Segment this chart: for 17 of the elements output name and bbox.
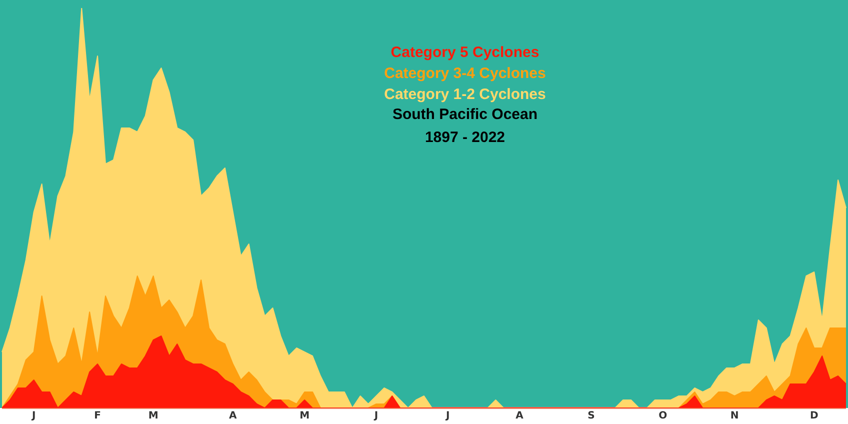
x-tick-label: J [30,410,36,422]
x-tick-label: F [94,410,101,422]
x-tick-label: J [445,410,450,422]
text: Category 3-4 Cyclones [383,64,547,84]
x-tick-label: D [810,410,818,422]
text: Category 1-2 Cyclones [383,85,547,105]
x-tick-label: M [148,410,158,422]
text: South Pacific Ocean [391,105,539,125]
text: 1897 - 2022 [424,128,506,148]
x-tick-label: A [516,410,524,422]
x-tick-label: O [658,410,668,422]
text: Category 5 Cyclones [390,43,540,63]
x-tick-label: J [373,410,378,422]
x-tick-label: N [730,410,739,422]
x-tick-label: M [300,410,310,422]
x-tick-label: S [588,410,595,422]
x-tick-label: A [229,410,238,422]
